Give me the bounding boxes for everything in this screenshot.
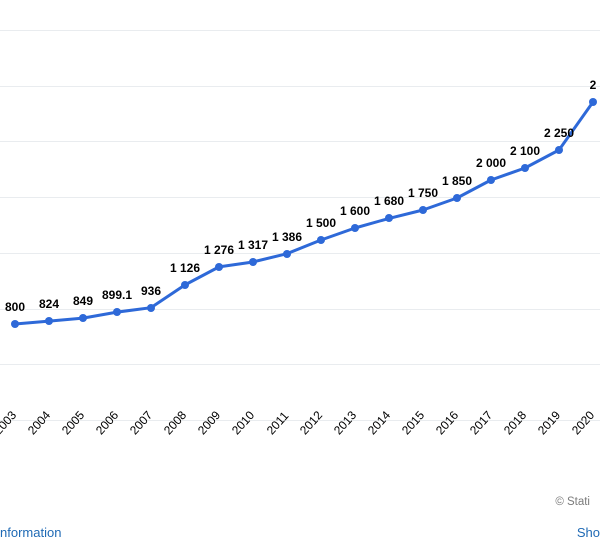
plot-area: 800 824 849 899.1 936 1 126 1 276 1 317 1 386 1 5… — [0, 0, 600, 420]
value-label: 1 386 — [272, 230, 302, 244]
series-marker — [487, 176, 495, 184]
series-marker — [351, 224, 359, 232]
value-label: 2 — [590, 78, 597, 92]
value-label: 849 — [73, 294, 93, 308]
series-marker — [249, 258, 257, 266]
show-source-link[interactable]: Sho — [577, 525, 600, 540]
gridline — [0, 253, 600, 254]
series-marker — [419, 206, 427, 214]
series-marker — [385, 214, 393, 222]
value-label: 1 317 — [238, 238, 268, 252]
value-label: 1 750 — [408, 186, 438, 200]
value-label: 899.1 — [102, 288, 132, 302]
value-label: 2 100 — [510, 144, 540, 158]
additional-information-link[interactable]: nformation — [0, 525, 61, 540]
gridline — [0, 197, 600, 198]
gridline — [0, 309, 600, 310]
gridline — [0, 364, 600, 365]
value-label: 936 — [141, 284, 161, 298]
value-label: 1 500 — [306, 216, 336, 230]
footer: © Stati nformation Sho — [0, 516, 600, 540]
value-label: 1 680 — [374, 194, 404, 208]
series-marker — [113, 308, 121, 316]
series-marker — [589, 98, 597, 106]
credit-text: © Stati — [555, 496, 590, 508]
series-marker — [283, 250, 291, 258]
x-axis: 2003200420052006200720082009201020112012… — [0, 420, 600, 500]
value-label: 1 600 — [340, 204, 370, 218]
series-line — [0, 0, 600, 420]
series-marker — [453, 194, 461, 202]
chart-page: 800 824 849 899.1 936 1 126 1 276 1 317 1 386 1 5… — [0, 0, 600, 546]
gridline — [0, 141, 600, 142]
value-label: 2 000 — [476, 156, 506, 170]
series-marker — [45, 317, 53, 325]
gridline — [0, 30, 600, 31]
series-marker — [181, 281, 189, 289]
value-label: 2 250 — [544, 126, 574, 140]
series-marker — [147, 304, 155, 312]
series-marker — [215, 263, 223, 271]
value-label: 800 — [5, 300, 25, 314]
series-marker — [11, 320, 19, 328]
value-label: 1 850 — [442, 174, 472, 188]
value-label: 824 — [39, 297, 59, 311]
gridline — [0, 86, 600, 87]
series-marker — [555, 146, 563, 154]
series-marker — [79, 314, 87, 322]
value-label: 1 276 — [204, 243, 234, 257]
value-label: 1 126 — [170, 261, 200, 275]
series-marker — [521, 164, 529, 172]
series-marker — [317, 236, 325, 244]
